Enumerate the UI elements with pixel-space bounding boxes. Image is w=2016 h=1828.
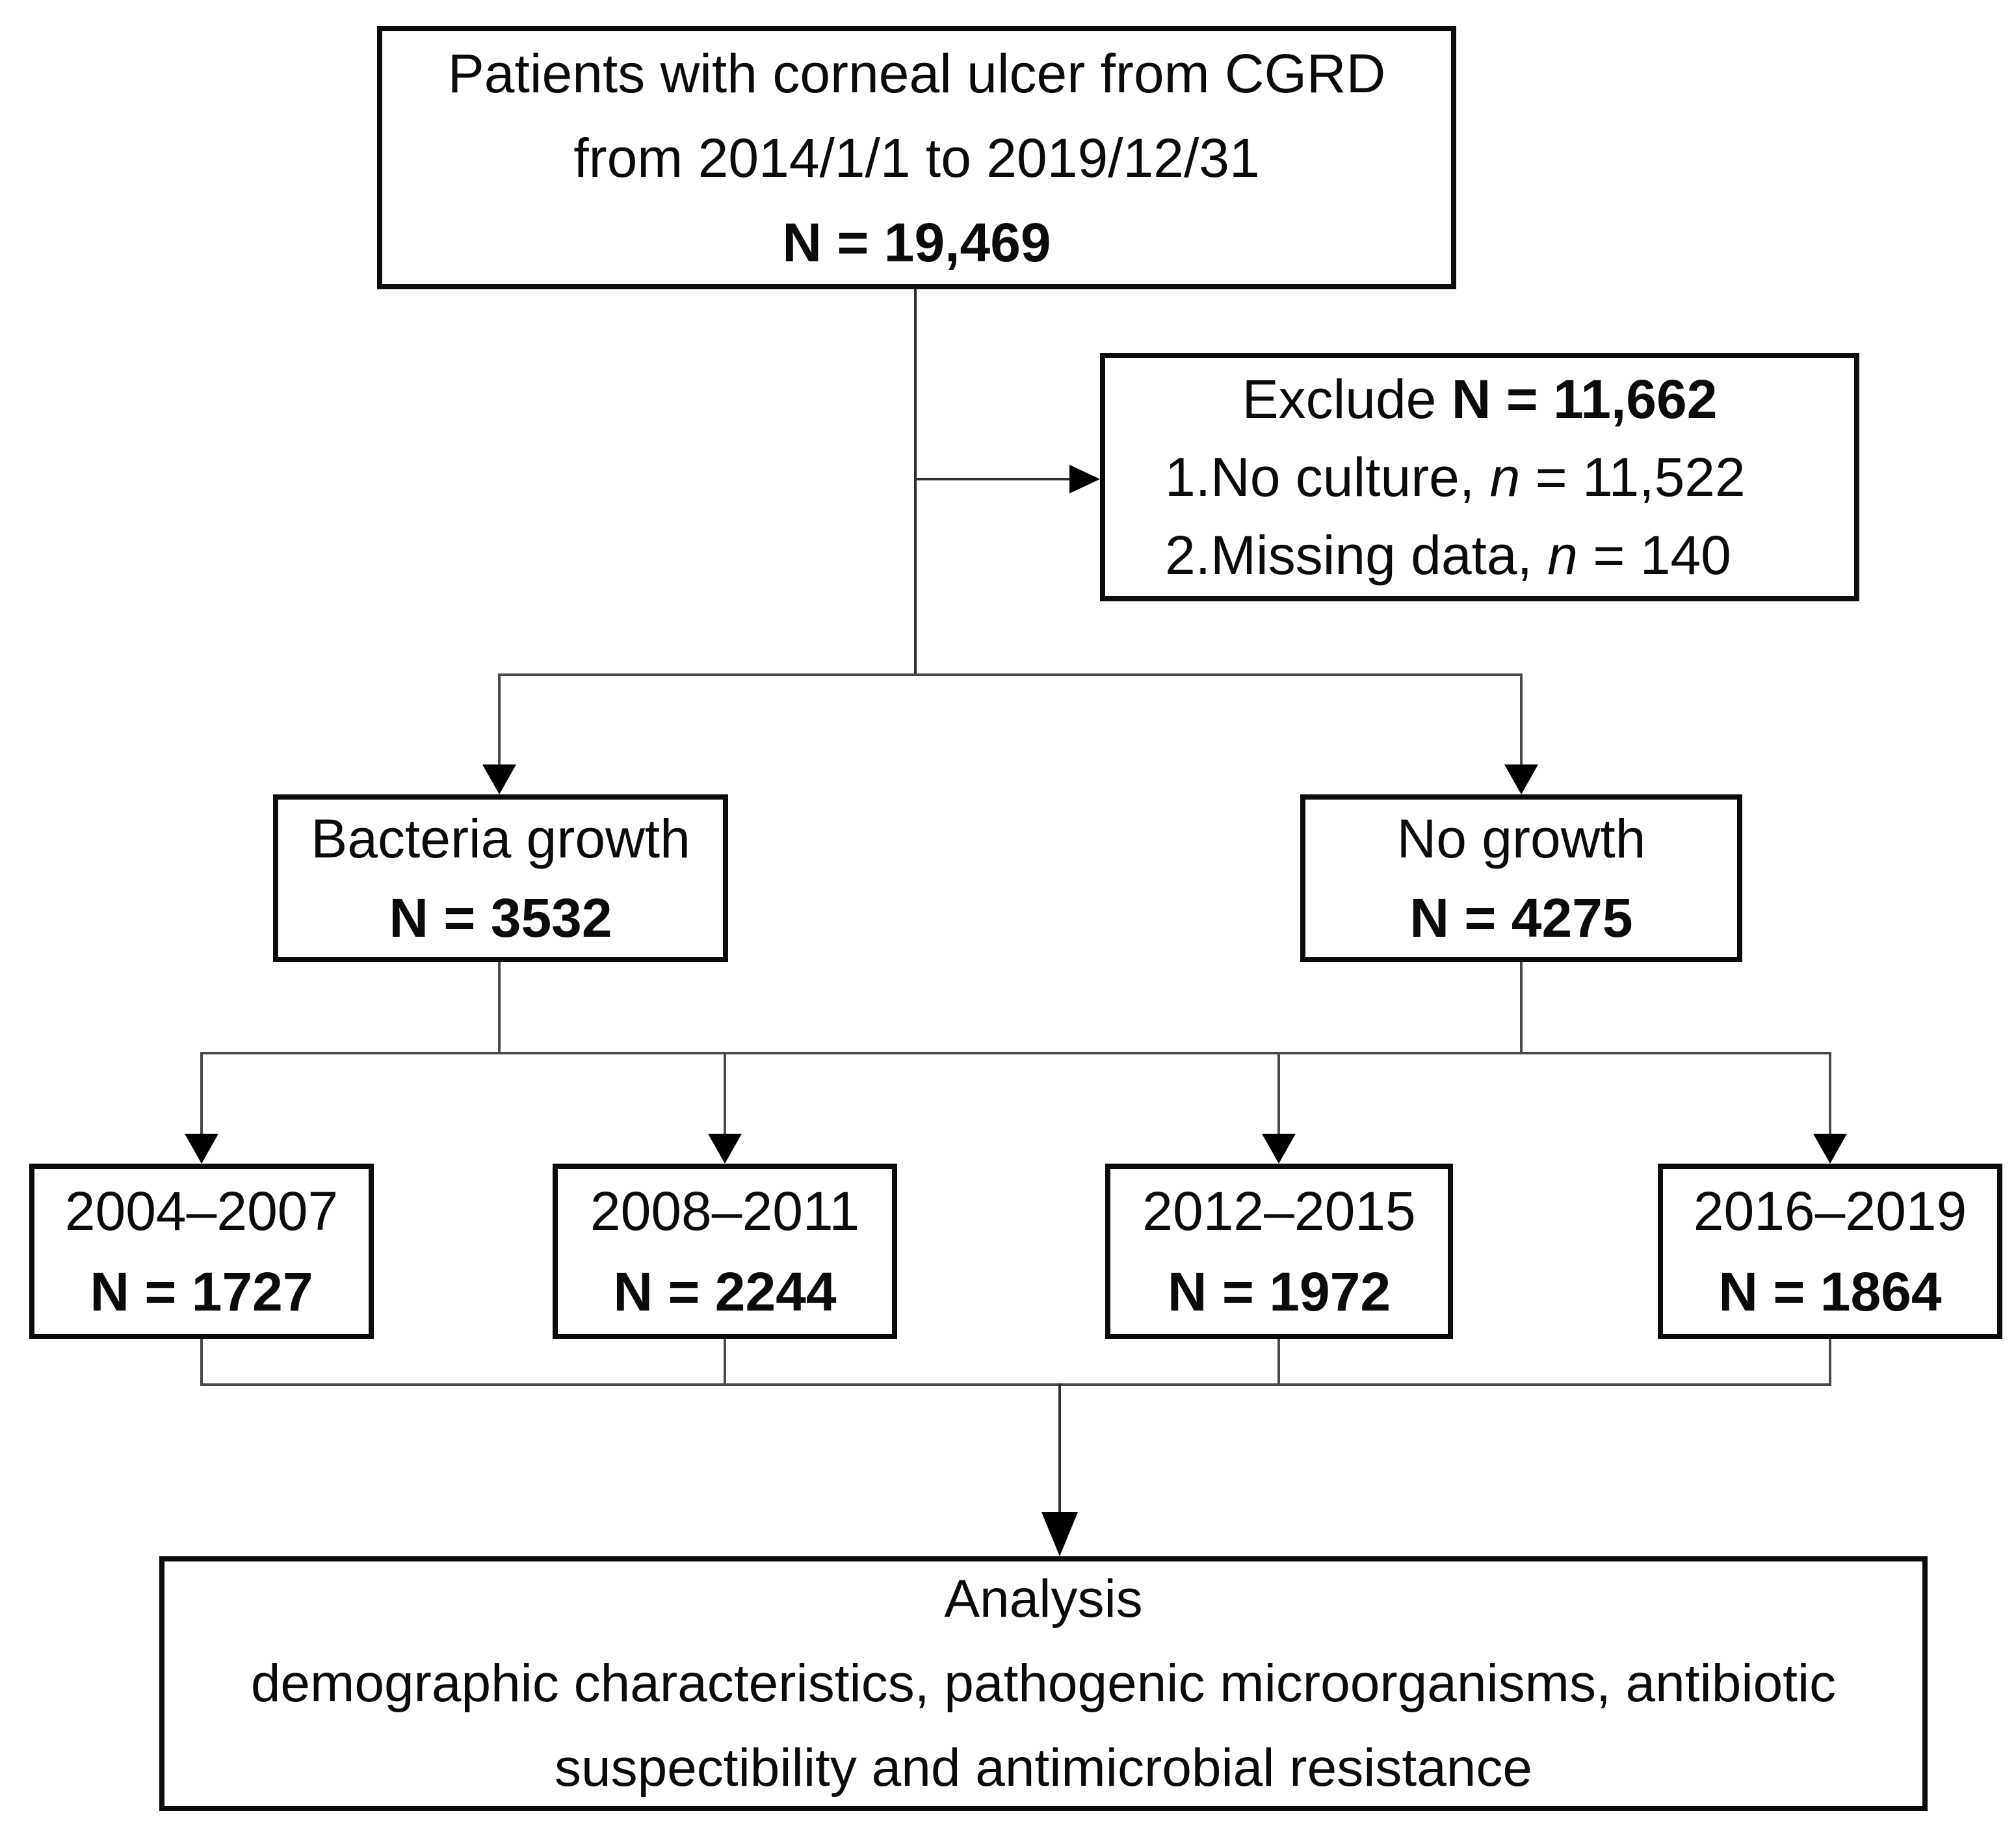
no-growth-n: N = 4275	[1409, 887, 1633, 948]
connector-exclude-horizontal	[915, 478, 1071, 480]
exclude-item-1-var: n	[1489, 447, 1521, 508]
connector-stub-period-2	[724, 1052, 726, 1135]
arrowhead-down-icon	[1504, 764, 1538, 794]
connector-stub-no-growth	[1520, 673, 1523, 766]
top-box-line-2: from 2014/1/1 to 2019/12/31	[573, 127, 1260, 189]
connector-stem-no-growth	[1520, 962, 1523, 1053]
exclude-item-2-text: 2.Missing data,	[1165, 525, 1548, 586]
period-n: N = 1972	[1167, 1261, 1391, 1322]
connector-stem-period-3	[1277, 1339, 1280, 1385]
exclude-title: Exclude N = 11,662	[1165, 360, 1854, 438]
connector-stub-bacteria	[498, 673, 501, 766]
connector-stem-period-2	[724, 1339, 726, 1385]
arrowhead-down-icon	[482, 764, 516, 794]
connector-stem-period-1	[200, 1339, 203, 1385]
no-growth-label: No growth	[1396, 808, 1646, 869]
exclude-title-text: Exclude	[1242, 369, 1452, 430]
analysis-line-2: demographic characteristics, pathogenic …	[250, 1654, 1837, 1713]
top-box: Patients with corneal ulcer from CGRD fr…	[377, 26, 1456, 289]
period-box-2012-2015: 2012–2015 N = 1972	[1105, 1164, 1453, 1339]
top-box-n: N = 19,469	[782, 211, 1051, 273]
analysis-title: Analysis	[944, 1569, 1143, 1628]
bacteria-growth-n: N = 3532	[389, 887, 612, 948]
period-range: 2004–2007	[64, 1181, 339, 1242]
connector-analysis-stem	[1058, 1383, 1061, 1513]
arrowhead-down-icon	[1041, 1512, 1078, 1556]
arrowhead-down-icon	[1813, 1134, 1847, 1164]
period-box-2016-2019: 2016–2019 N = 1864	[1658, 1164, 2002, 1339]
period-range: 2008–2011	[590, 1181, 860, 1242]
arrowhead-down-icon	[185, 1134, 218, 1164]
arrowhead-right-icon	[1069, 465, 1100, 493]
connector-stub-period-4	[1829, 1052, 1831, 1135]
connector-stub-period-3	[1277, 1052, 1280, 1135]
analysis-box: Analysis demographic characteristics, pa…	[159, 1556, 1928, 1811]
analysis-line-3: suspectibility and antimicrobial resista…	[554, 1738, 1533, 1797]
exclude-item-1: 1.No culture, n = 11,522	[1165, 438, 1854, 516]
bacteria-growth-label: Bacteria growth	[311, 808, 690, 869]
period-range: 2016–2019	[1693, 1181, 1967, 1242]
period-n: N = 1864	[1718, 1261, 1942, 1322]
connector-top-vertical	[914, 289, 917, 676]
connector-stem-bacteria	[498, 962, 501, 1053]
connector-stem-period-4	[1829, 1339, 1831, 1385]
exclude-title-count: N = 11,662	[1451, 369, 1718, 430]
top-box-line-1: Patients with corneal ulcer from CGRD	[447, 42, 1386, 104]
arrowhead-down-icon	[708, 1134, 742, 1164]
exclude-item-1-text: 1.No culture,	[1165, 447, 1490, 508]
exclude-item-2: 2.Missing data, n = 140	[1165, 516, 1854, 594]
period-n: N = 1727	[90, 1261, 313, 1322]
period-box-2008-2011: 2008–2011 N = 2244	[553, 1164, 897, 1339]
connector-branch-level3	[200, 1052, 1831, 1054]
arrowhead-down-icon	[1262, 1134, 1296, 1164]
connector-branch-level2	[499, 673, 1523, 676]
exclude-box: Exclude N = 11,662 1.No culture, n = 11,…	[1100, 353, 1859, 601]
bacteria-growth-box: Bacteria growth N = 3532	[273, 794, 728, 962]
period-box-2004-2007: 2004–2007 N = 1727	[29, 1164, 374, 1339]
exclude-item-2-var: n	[1547, 525, 1578, 586]
no-growth-box: No growth N = 4275	[1300, 794, 1742, 962]
exclude-item-1-value: = 11,522	[1520, 447, 1746, 508]
connector-stub-period-1	[200, 1052, 203, 1135]
period-range: 2012–2015	[1142, 1181, 1416, 1242]
exclude-item-2-value: = 140	[1578, 525, 1731, 586]
period-n: N = 2244	[613, 1261, 837, 1322]
connector-collect-line	[200, 1383, 1831, 1386]
